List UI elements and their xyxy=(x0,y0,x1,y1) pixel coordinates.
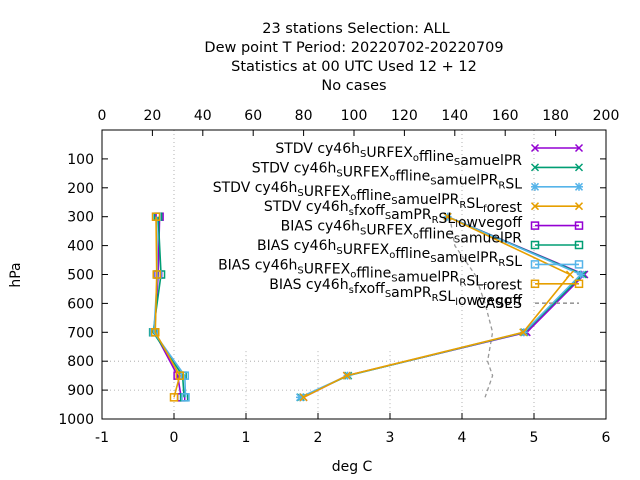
marker-square xyxy=(574,279,584,289)
marker-square xyxy=(574,240,584,250)
legend-label: STDV cy46hSURFEXofflineSamuelPRRSL xyxy=(252,160,523,192)
legend-label: STDV cy46hsfxoffSamPRRSLlowvegoff xyxy=(264,199,522,231)
x-tick-label: -1 xyxy=(95,430,109,446)
legend-label: BIAS cy46hSURFEXofflineSamuelPRRSLforest xyxy=(218,257,522,293)
marker-square xyxy=(530,260,540,269)
x2-tick-label: 60 xyxy=(244,108,262,124)
marker-square xyxy=(152,270,161,279)
x-tick-label: 2 xyxy=(314,430,323,446)
x-tick-label: 0 xyxy=(170,430,179,446)
series-4 xyxy=(299,212,575,402)
legend-entry: BIAS cy46hsfxoffSamPRRSLlowvegoff xyxy=(269,277,584,309)
marker-square xyxy=(530,240,540,250)
marker-x xyxy=(530,202,540,211)
title-line-3: Statistics at 00 UTC Used 12 + 12 xyxy=(231,59,477,75)
series-line xyxy=(154,216,181,398)
x2-tick-label: 120 xyxy=(391,108,418,124)
title-line-2: Dew point T Period: 20220702-20220709 xyxy=(204,40,503,56)
marker-x xyxy=(574,143,584,153)
x-axis-label: deg C xyxy=(332,459,373,475)
legend-entry: STDV cy46hsfxoffSamPRRSLlowvegoff xyxy=(264,199,584,231)
x2-tick-label: 160 xyxy=(492,108,519,124)
legend-entry: STDV cy46hSURFEXofflineSamuelPRRSLforest xyxy=(213,180,584,216)
legend-label: STDV cy46hSURFEXofflineSamuelPR xyxy=(275,141,522,169)
title-line-4: No cases xyxy=(321,78,386,94)
legend-entry: BIAS cy46hSURFEXofflineSamuelPRRSL xyxy=(257,238,584,270)
marker-square xyxy=(574,221,584,230)
marker-x xyxy=(299,393,308,402)
marker-square xyxy=(530,279,540,289)
y-tick-label: 500 xyxy=(67,268,94,284)
y-tick-label: 800 xyxy=(67,354,94,370)
y-tick-label: 700 xyxy=(67,325,94,341)
marker-x xyxy=(519,328,528,337)
x2-tick-label: 100 xyxy=(341,108,368,124)
legend-label: BIAS cy46hSURFEXofflineSamuelPRRSL xyxy=(257,238,522,270)
y-tick-label: 600 xyxy=(67,296,94,312)
marker-square xyxy=(574,260,584,269)
marker-square xyxy=(151,212,161,221)
marker-x xyxy=(530,143,540,153)
y-tick-label: 400 xyxy=(67,239,94,255)
marker-x xyxy=(443,212,452,221)
series-lines xyxy=(148,212,589,402)
marker-x xyxy=(565,270,575,279)
legend-label: BIAS cy46hsfxoffSamPRRSLlowvegoff xyxy=(269,277,522,309)
marker-x xyxy=(574,202,584,211)
marker-square xyxy=(151,328,160,337)
x-tick-label: 4 xyxy=(458,430,467,446)
x-axis-ticks: -1 0 1 2 3 4 5 6 xyxy=(95,413,611,446)
legend-entry: CASES xyxy=(476,296,579,312)
legend-label: CASES xyxy=(476,296,522,312)
y-axis-label: hPa xyxy=(8,262,24,287)
x-tick-label: 3 xyxy=(386,430,395,446)
legend-entry: STDV cy46hSURFEXofflineSamuelPR xyxy=(275,141,584,169)
y-tick-label: 200 xyxy=(67,181,94,197)
legend-entry: BIAS cy46hSURFEXofflineSamuelPR xyxy=(281,219,584,247)
x2-tick-label: 0 xyxy=(98,108,107,124)
x2-axis-ticks: 0 20 40 60 80 100 120 140 160 180 200 xyxy=(98,108,620,136)
marker-x xyxy=(530,163,540,172)
x2-tick-label: 180 xyxy=(542,108,569,124)
marker-x xyxy=(574,163,584,172)
y-tick-label: 900 xyxy=(67,383,94,399)
legend-entry: STDV cy46hSURFEXofflineSamuelPRRSL xyxy=(252,160,584,192)
x-tick-label: 5 xyxy=(530,430,539,446)
chart-title: 23 stations Selection: ALL Dew point T P… xyxy=(204,21,503,94)
y-axis-ticks: 100 200 300 400 500 600 700 800 900 1000 xyxy=(58,152,606,428)
x-tick-label: 6 xyxy=(602,430,611,446)
x2-tick-label: 200 xyxy=(593,108,620,124)
y-tick-label: 100 xyxy=(67,152,94,168)
marker-x xyxy=(342,371,351,380)
x-tick-label: 1 xyxy=(242,430,251,446)
marker-square xyxy=(180,371,190,380)
x2-tick-label: 20 xyxy=(143,108,161,124)
marker-square xyxy=(530,221,540,230)
x2-tick-label: 140 xyxy=(441,108,468,124)
marker-square xyxy=(175,371,185,380)
series-8 xyxy=(151,212,185,402)
legend-entry: BIAS cy46hSURFEXofflineSamuelPRRSLforest xyxy=(218,257,584,293)
legend-label: STDV cy46hSURFEXofflineSamuelPRRSLforest xyxy=(213,180,523,216)
legend-label: BIAS cy46hSURFEXofflineSamuelPR xyxy=(281,219,523,247)
x2-tick-label: 40 xyxy=(194,108,212,124)
title-line-1: 23 stations Selection: ALL xyxy=(262,21,450,37)
y-tick-label: 1000 xyxy=(58,412,94,428)
x2-tick-label: 80 xyxy=(295,108,313,124)
y-tick-label: 300 xyxy=(67,210,94,226)
marker-square xyxy=(169,393,179,402)
marker-square xyxy=(181,393,190,402)
